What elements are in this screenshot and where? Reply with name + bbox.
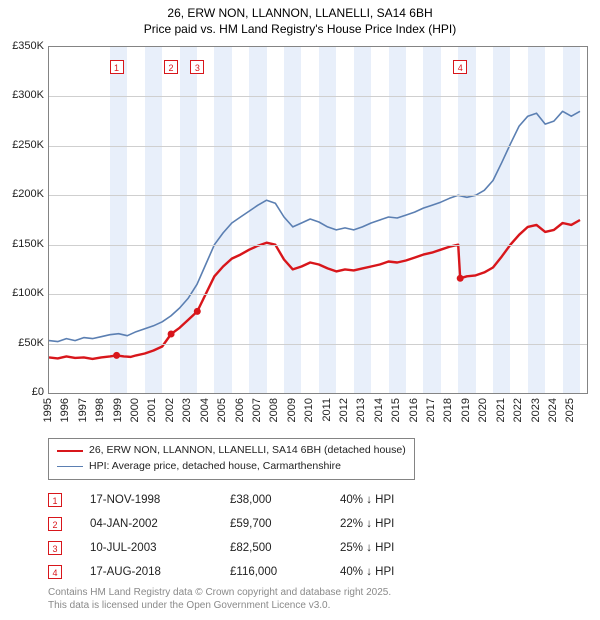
x-tick-label: 2003: [181, 398, 193, 422]
x-tick-label: 2022: [512, 398, 524, 422]
sale-marker: 3: [190, 60, 204, 74]
x-tick-label: 2015: [390, 398, 402, 422]
down-arrow-icon: ↓: [366, 494, 372, 506]
x-tick-label: 2024: [547, 398, 559, 422]
sale-dot: [457, 275, 464, 282]
x-tick-label: 2010: [303, 398, 315, 422]
sale-dot: [113, 352, 120, 359]
y-tick-label: £50K: [0, 337, 44, 349]
legend-row-hpi: HPI: Average price, detached house, Carm…: [57, 459, 406, 475]
x-tick-label: 1996: [59, 398, 71, 422]
x-tick-label: 2011: [321, 398, 333, 422]
x-tick-label: 2008: [268, 398, 280, 422]
x-tick-label: 2014: [373, 398, 385, 422]
x-tick-label: 2002: [164, 398, 176, 422]
sales-row-index: 4: [48, 565, 62, 579]
x-tick-label: 2021: [495, 398, 507, 422]
sales-row-date: 04-JAN-2002: [90, 518, 230, 530]
sales-row-date: 17-NOV-1998: [90, 494, 230, 506]
down-arrow-icon: ↓: [366, 542, 372, 554]
sales-row-pct: 40% ↓ HPI: [340, 494, 460, 506]
x-tick-label: 2004: [199, 398, 211, 422]
y-tick-label: £250K: [0, 139, 44, 151]
sale-dot: [194, 308, 201, 315]
sale-marker: 1: [110, 60, 124, 74]
legend: 26, ERW NON, LLANNON, LLANELLI, SA14 6BH…: [48, 438, 415, 480]
y-tick-label: £0: [0, 386, 44, 398]
legend-label-price-paid: 26, ERW NON, LLANNON, LLANELLI, SA14 6BH…: [89, 443, 406, 459]
y-gridline: [49, 294, 587, 295]
x-tick-label: 2019: [460, 398, 472, 422]
down-arrow-icon: ↓: [366, 566, 372, 578]
sales-row: 4 17-AUG-2018£116,00040% ↓ HPI: [48, 560, 460, 584]
attribution-line-1: Contains HM Land Registry data © Crown c…: [48, 587, 391, 598]
legend-swatch-hpi: [57, 466, 83, 467]
x-tick-label: 1998: [94, 398, 106, 422]
sales-row-price: £82,500: [230, 542, 340, 554]
sales-row-pct: 25% ↓ HPI: [340, 542, 460, 554]
sale-marker: 4: [453, 60, 467, 74]
sales-table: 117-NOV-1998£38,00040% ↓ HPI204-JAN-2002…: [48, 488, 460, 584]
sales-row-date: 10-JUL-2003: [90, 542, 230, 554]
x-tick-label: 2012: [338, 398, 350, 422]
x-tick-label: 2006: [234, 398, 246, 422]
x-tick-label: 2023: [530, 398, 542, 422]
y-gridline: [49, 344, 587, 345]
x-tick-label: 2020: [477, 398, 489, 422]
sales-row: 2 04-JAN-2002£59,70022% ↓ HPI: [48, 512, 460, 536]
figure: { "title_line1": "26, ERW NON, LLANNON, …: [0, 0, 600, 620]
sales-row-price: £59,700: [230, 518, 340, 530]
sales-row: 1 17-NOV-1998£38,00040% ↓ HPI: [48, 488, 460, 512]
attribution-line-2: This data is licensed under the Open Gov…: [48, 600, 330, 611]
x-tick-label: 2007: [251, 398, 263, 422]
sales-row-index: 1: [48, 493, 62, 507]
sales-row-index: 3: [48, 541, 62, 555]
x-tick-label: 2013: [355, 398, 367, 422]
y-gridline: [49, 245, 587, 246]
legend-swatch-price-paid: [57, 450, 83, 452]
x-tick-label: 2025: [564, 398, 576, 422]
sales-row-pct: 22% ↓ HPI: [340, 518, 460, 530]
attribution: Contains HM Land Registry data © Crown c…: [48, 586, 590, 612]
sales-row-index: 2: [48, 517, 62, 531]
sale-dot: [168, 331, 175, 338]
x-tick-label: 1995: [42, 398, 54, 422]
legend-row-price-paid: 26, ERW NON, LLANNON, LLANELLI, SA14 6BH…: [57, 443, 406, 459]
x-tick-label: 2016: [408, 398, 420, 422]
title-line-2: Price paid vs. HM Land Registry's House …: [144, 22, 456, 36]
y-tick-label: £300K: [0, 89, 44, 101]
title-line-1: 26, ERW NON, LLANNON, LLANELLI, SA14 6BH: [167, 6, 432, 20]
sales-row-pct: 40% ↓ HPI: [340, 566, 460, 578]
y-tick-label: £100K: [0, 287, 44, 299]
y-tick-label: £350K: [0, 40, 44, 52]
line-price-paid: [49, 220, 580, 359]
down-arrow-icon: ↓: [366, 518, 372, 530]
sale-marker: 2: [164, 60, 178, 74]
y-gridline: [49, 96, 587, 97]
sales-row-date: 17-AUG-2018: [90, 566, 230, 578]
x-tick-label: 2001: [146, 398, 158, 422]
y-tick-label: £200K: [0, 188, 44, 200]
x-tick-label: 2005: [216, 398, 228, 422]
sales-row: 3 10-JUL-2003£82,50025% ↓ HPI: [48, 536, 460, 560]
sales-row-price: £38,000: [230, 494, 340, 506]
y-tick-label: £150K: [0, 238, 44, 250]
x-tick-label: 2000: [129, 398, 141, 422]
y-gridline: [49, 195, 587, 196]
x-tick-label: 1999: [112, 398, 124, 422]
x-tick-label: 2017: [425, 398, 437, 422]
chart-title: 26, ERW NON, LLANNON, LLANELLI, SA14 6BH…: [0, 0, 600, 37]
x-tick-label: 2018: [442, 398, 454, 422]
x-tick-label: 1997: [77, 398, 89, 422]
x-tick-label: 2009: [286, 398, 298, 422]
y-gridline: [49, 146, 587, 147]
legend-label-hpi: HPI: Average price, detached house, Carm…: [89, 459, 341, 475]
chart-svg: [49, 47, 587, 393]
sales-row-price: £116,000: [230, 566, 340, 578]
plot-area: 1 23 4: [48, 46, 588, 394]
